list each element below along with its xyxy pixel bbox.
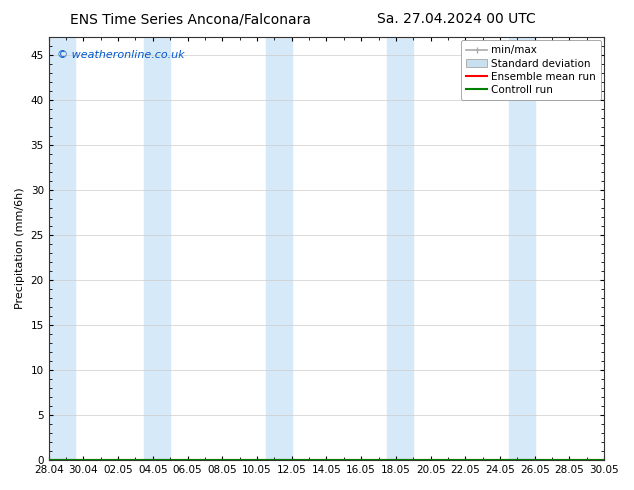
Bar [266,37,292,460]
Bar [144,37,170,460]
Bar [49,37,75,460]
Bar [508,37,534,460]
Text: Sa. 27.04.2024 00 UTC: Sa. 27.04.2024 00 UTC [377,12,536,26]
Bar [387,37,413,460]
Text: © weatheronline.co.uk: © weatheronline.co.uk [57,50,184,60]
Y-axis label: Precipitation (mm/6h): Precipitation (mm/6h) [15,188,25,309]
Text: ENS Time Series Ancona/Falconara: ENS Time Series Ancona/Falconara [70,12,311,26]
Legend: min/max, Standard deviation, Ensemble mean run, Controll run: min/max, Standard deviation, Ensemble me… [461,40,601,100]
